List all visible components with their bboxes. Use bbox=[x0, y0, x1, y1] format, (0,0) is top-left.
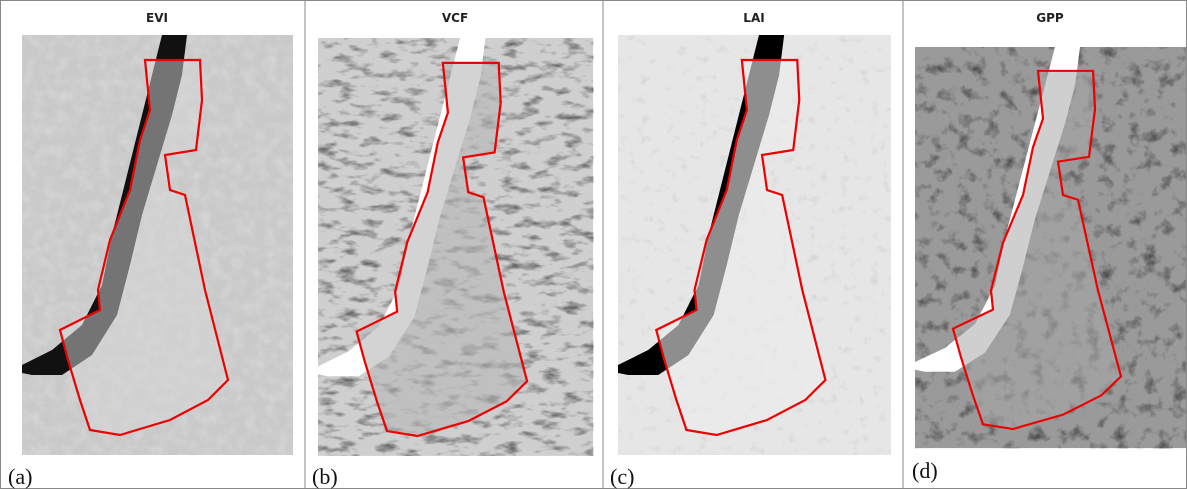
panel-label: (d) bbox=[912, 458, 938, 483]
panel-title: VCF bbox=[442, 11, 468, 25]
panel-title: EVI bbox=[146, 11, 168, 25]
panel-label: (a) bbox=[8, 464, 32, 489]
panel-label: (b) bbox=[312, 464, 338, 489]
figure: EVI VCF LAI GPP (a) (b) (c) (d) bbox=[0, 0, 1187, 489]
panel-image bbox=[618, 35, 891, 455]
panel-image bbox=[318, 38, 593, 456]
panel-image bbox=[915, 47, 1186, 448]
panel-label: (c) bbox=[610, 464, 634, 489]
panel-image bbox=[22, 35, 293, 455]
panel-title: GPP bbox=[1036, 11, 1064, 25]
panel-title: LAI bbox=[743, 11, 764, 25]
